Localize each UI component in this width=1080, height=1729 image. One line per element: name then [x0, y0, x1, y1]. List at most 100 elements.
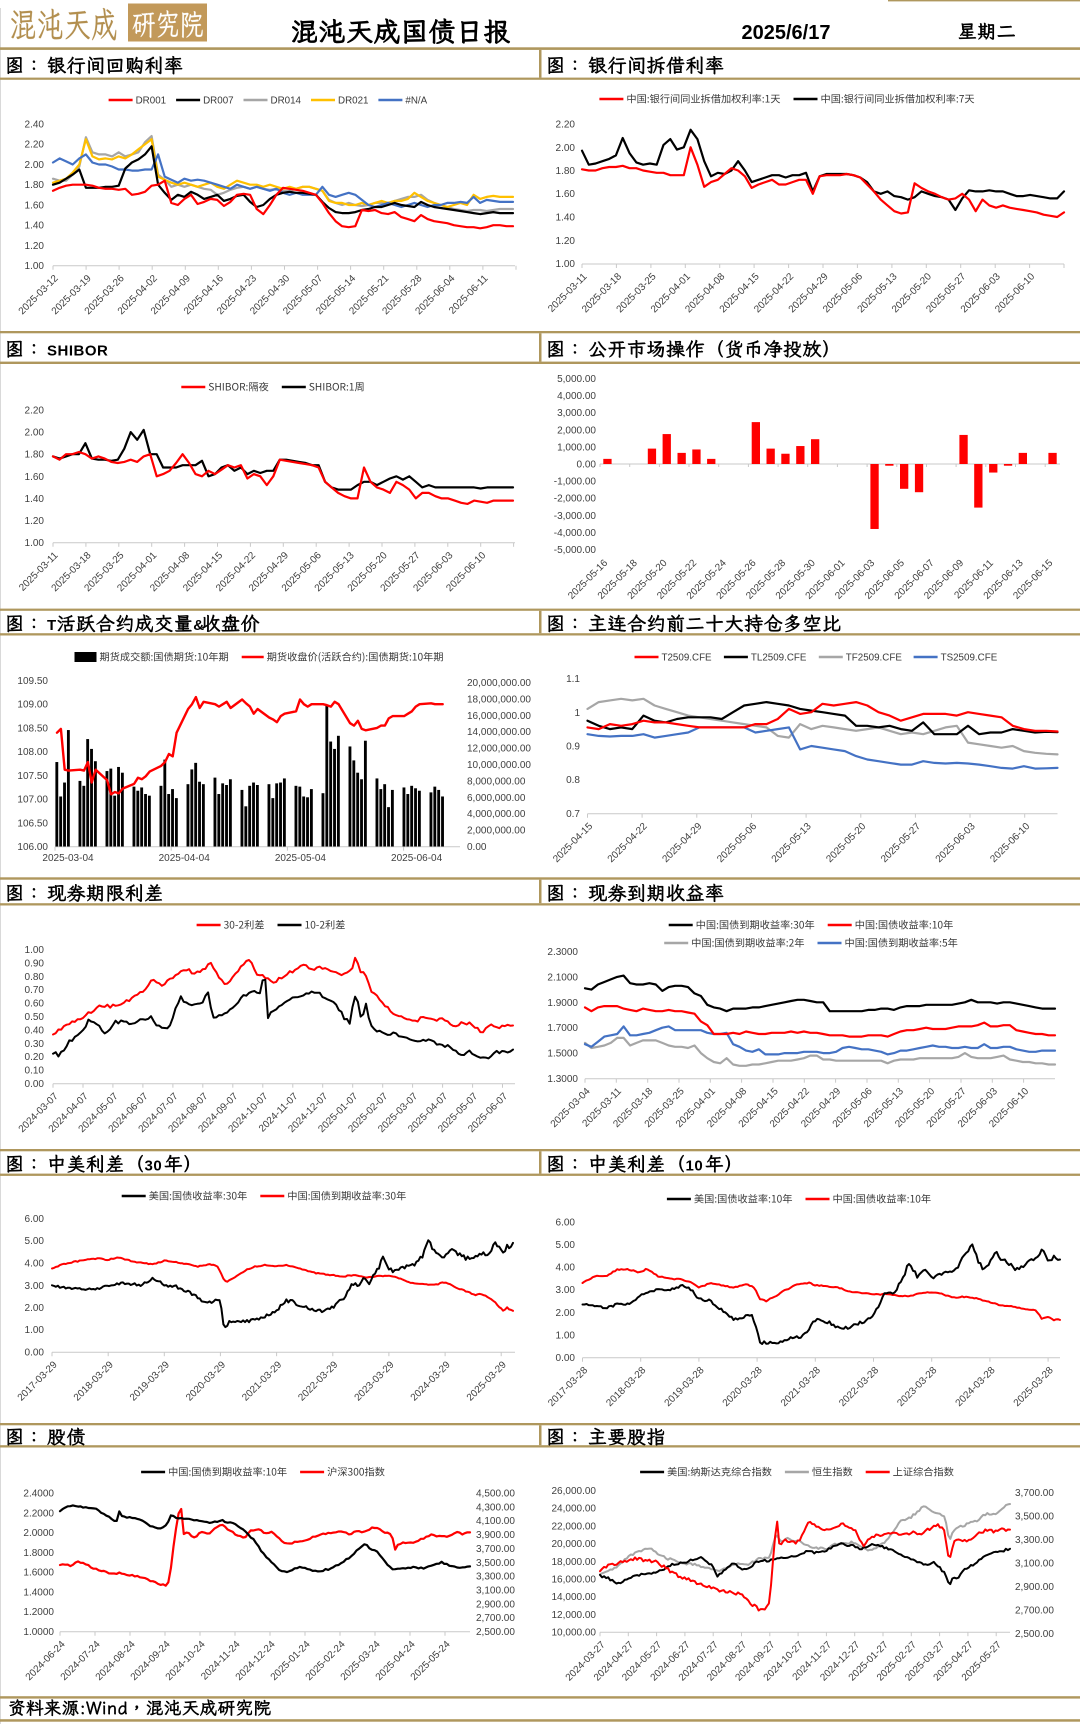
- svg-text:18,000,000.00: 18,000,000.00: [467, 694, 531, 705]
- svg-text:2.0000: 2.0000: [23, 1528, 54, 1539]
- svg-text:1.2000: 1.2000: [23, 1607, 54, 1618]
- svg-text:2,700.00: 2,700.00: [1015, 1606, 1054, 1617]
- svg-text:1.1: 1.1: [566, 674, 580, 685]
- svg-text:3.00: 3.00: [556, 1285, 576, 1296]
- svg-text:106.50: 106.50: [17, 818, 48, 829]
- svg-text:14,000,000.00: 14,000,000.00: [467, 727, 531, 738]
- svg-text:0.7: 0.7: [566, 809, 580, 820]
- svg-text:6.00: 6.00: [556, 1218, 576, 1229]
- svg-text:1.4000: 1.4000: [23, 1587, 54, 1598]
- svg-text:2,000,000.00: 2,000,000.00: [467, 826, 526, 837]
- svg-text:2025/6/17: 2025/6/17: [742, 22, 831, 44]
- svg-text:109.00: 109.00: [17, 700, 48, 711]
- svg-text:1: 1: [574, 708, 580, 719]
- svg-text:0.70: 0.70: [25, 985, 45, 996]
- svg-text:2025-04-04: 2025-04-04: [159, 853, 211, 864]
- svg-text:3,500.00: 3,500.00: [1015, 1512, 1054, 1523]
- svg-text:TS2509.CFE: TS2509.CFE: [941, 653, 998, 664]
- svg-text:18,000.00: 18,000.00: [552, 1557, 597, 1568]
- svg-text:12,000,000.00: 12,000,000.00: [467, 744, 531, 755]
- svg-text:1.40: 1.40: [25, 221, 45, 232]
- svg-text:2.2000: 2.2000: [23, 1508, 54, 1519]
- svg-text:1,000.00: 1,000.00: [557, 442, 596, 453]
- svg-text:2.20: 2.20: [556, 120, 576, 131]
- svg-text:2.20: 2.20: [25, 140, 45, 151]
- svg-text:1.80: 1.80: [556, 166, 576, 177]
- svg-text:2.4000: 2.4000: [23, 1489, 54, 1500]
- svg-text:#N/A: #N/A: [405, 96, 427, 107]
- svg-text:109.50: 109.50: [17, 676, 48, 687]
- svg-text:1.8000: 1.8000: [23, 1548, 54, 1559]
- svg-text:1.00: 1.00: [25, 945, 45, 956]
- svg-text:1.40: 1.40: [25, 494, 45, 505]
- svg-text:0.30: 0.30: [25, 1039, 45, 1050]
- svg-text:1.00: 1.00: [25, 538, 45, 549]
- svg-text:2025-06-04: 2025-06-04: [391, 853, 443, 864]
- svg-text:T2509.CFE: T2509.CFE: [662, 653, 713, 664]
- svg-text:0.50: 0.50: [25, 1012, 45, 1023]
- svg-text:10,000,000.00: 10,000,000.00: [467, 760, 531, 771]
- svg-text:1.7000: 1.7000: [547, 1023, 578, 1034]
- svg-text:1.5000: 1.5000: [547, 1049, 578, 1060]
- svg-text:30: 30: [145, 1158, 163, 1175]
- svg-text:108.50: 108.50: [17, 723, 48, 734]
- svg-text:4,300.00: 4,300.00: [476, 1502, 515, 1513]
- svg-text:22,000.00: 22,000.00: [552, 1521, 597, 1532]
- svg-text:8,000,000.00: 8,000,000.00: [467, 776, 526, 787]
- svg-text:16,000,000.00: 16,000,000.00: [467, 711, 531, 722]
- svg-text:-1,000.00: -1,000.00: [554, 477, 597, 488]
- svg-text:TL2509.CFE: TL2509.CFE: [751, 653, 807, 664]
- svg-text:0.10: 0.10: [25, 1066, 45, 1077]
- svg-text:3,000.00: 3,000.00: [557, 408, 596, 419]
- svg-text:107.00: 107.00: [17, 795, 48, 806]
- svg-text:4,100.00: 4,100.00: [476, 1516, 515, 1527]
- svg-text:1.60: 1.60: [556, 189, 576, 200]
- svg-text:5.00: 5.00: [556, 1240, 576, 1251]
- svg-text:4,500.00: 4,500.00: [476, 1489, 515, 1500]
- svg-text:106.00: 106.00: [17, 842, 48, 853]
- svg-text:3,100.00: 3,100.00: [1015, 1559, 1054, 1570]
- svg-text:2.40: 2.40: [25, 120, 45, 131]
- svg-text:26,000.00: 26,000.00: [552, 1486, 597, 1497]
- svg-text:10,000.00: 10,000.00: [552, 1628, 597, 1639]
- svg-text:0.00: 0.00: [25, 1348, 45, 1359]
- svg-text:107.50: 107.50: [17, 771, 48, 782]
- svg-text:2.00: 2.00: [556, 1308, 576, 1319]
- svg-text:1.20: 1.20: [25, 516, 45, 527]
- svg-text:1.60: 1.60: [25, 472, 45, 483]
- svg-text:3,500.00: 3,500.00: [476, 1558, 515, 1569]
- svg-text:1.3000: 1.3000: [547, 1074, 578, 1085]
- svg-text:3,300.00: 3,300.00: [1015, 1535, 1054, 1546]
- svg-text:20,000.00: 20,000.00: [552, 1539, 597, 1550]
- svg-text:-4,000.00: -4,000.00: [554, 528, 597, 539]
- svg-text:1.9000: 1.9000: [547, 998, 578, 1009]
- svg-text:2.00: 2.00: [25, 428, 45, 439]
- svg-text:3,900.00: 3,900.00: [476, 1530, 515, 1541]
- svg-text:0.00: 0.00: [556, 1353, 576, 1364]
- svg-text:-5,000.00: -5,000.00: [554, 545, 597, 556]
- svg-text:0.40: 0.40: [25, 1025, 45, 1036]
- svg-text:0.90: 0.90: [25, 958, 45, 969]
- svg-text:1.6000: 1.6000: [23, 1568, 54, 1579]
- svg-text:16,000.00: 16,000.00: [552, 1574, 597, 1585]
- svg-text:1.20: 1.20: [556, 236, 576, 247]
- svg-text:TF2509.CFE: TF2509.CFE: [846, 653, 903, 664]
- svg-text:1.0000: 1.0000: [23, 1627, 54, 1638]
- svg-text:4,000.00: 4,000.00: [557, 391, 596, 402]
- svg-text:&: &: [193, 617, 204, 634]
- svg-text:2,900.00: 2,900.00: [1015, 1582, 1054, 1593]
- svg-text:4.00: 4.00: [556, 1263, 576, 1274]
- svg-text:2,000.00: 2,000.00: [557, 425, 596, 436]
- svg-text:2.00: 2.00: [25, 1303, 45, 1314]
- svg-text:3.00: 3.00: [25, 1281, 45, 1292]
- svg-text:DR014: DR014: [271, 96, 302, 107]
- svg-text:2.00: 2.00: [25, 160, 45, 171]
- svg-text:2025-05-04: 2025-05-04: [275, 853, 327, 864]
- svg-text:0.00: 0.00: [467, 842, 487, 853]
- svg-text:1.00: 1.00: [556, 1330, 576, 1341]
- svg-text:4.00: 4.00: [25, 1259, 45, 1270]
- svg-text:1.60: 1.60: [25, 201, 45, 212]
- svg-text:2,500.00: 2,500.00: [1015, 1629, 1054, 1640]
- svg-text:0.20: 0.20: [25, 1052, 45, 1063]
- svg-text:0.00: 0.00: [577, 460, 597, 471]
